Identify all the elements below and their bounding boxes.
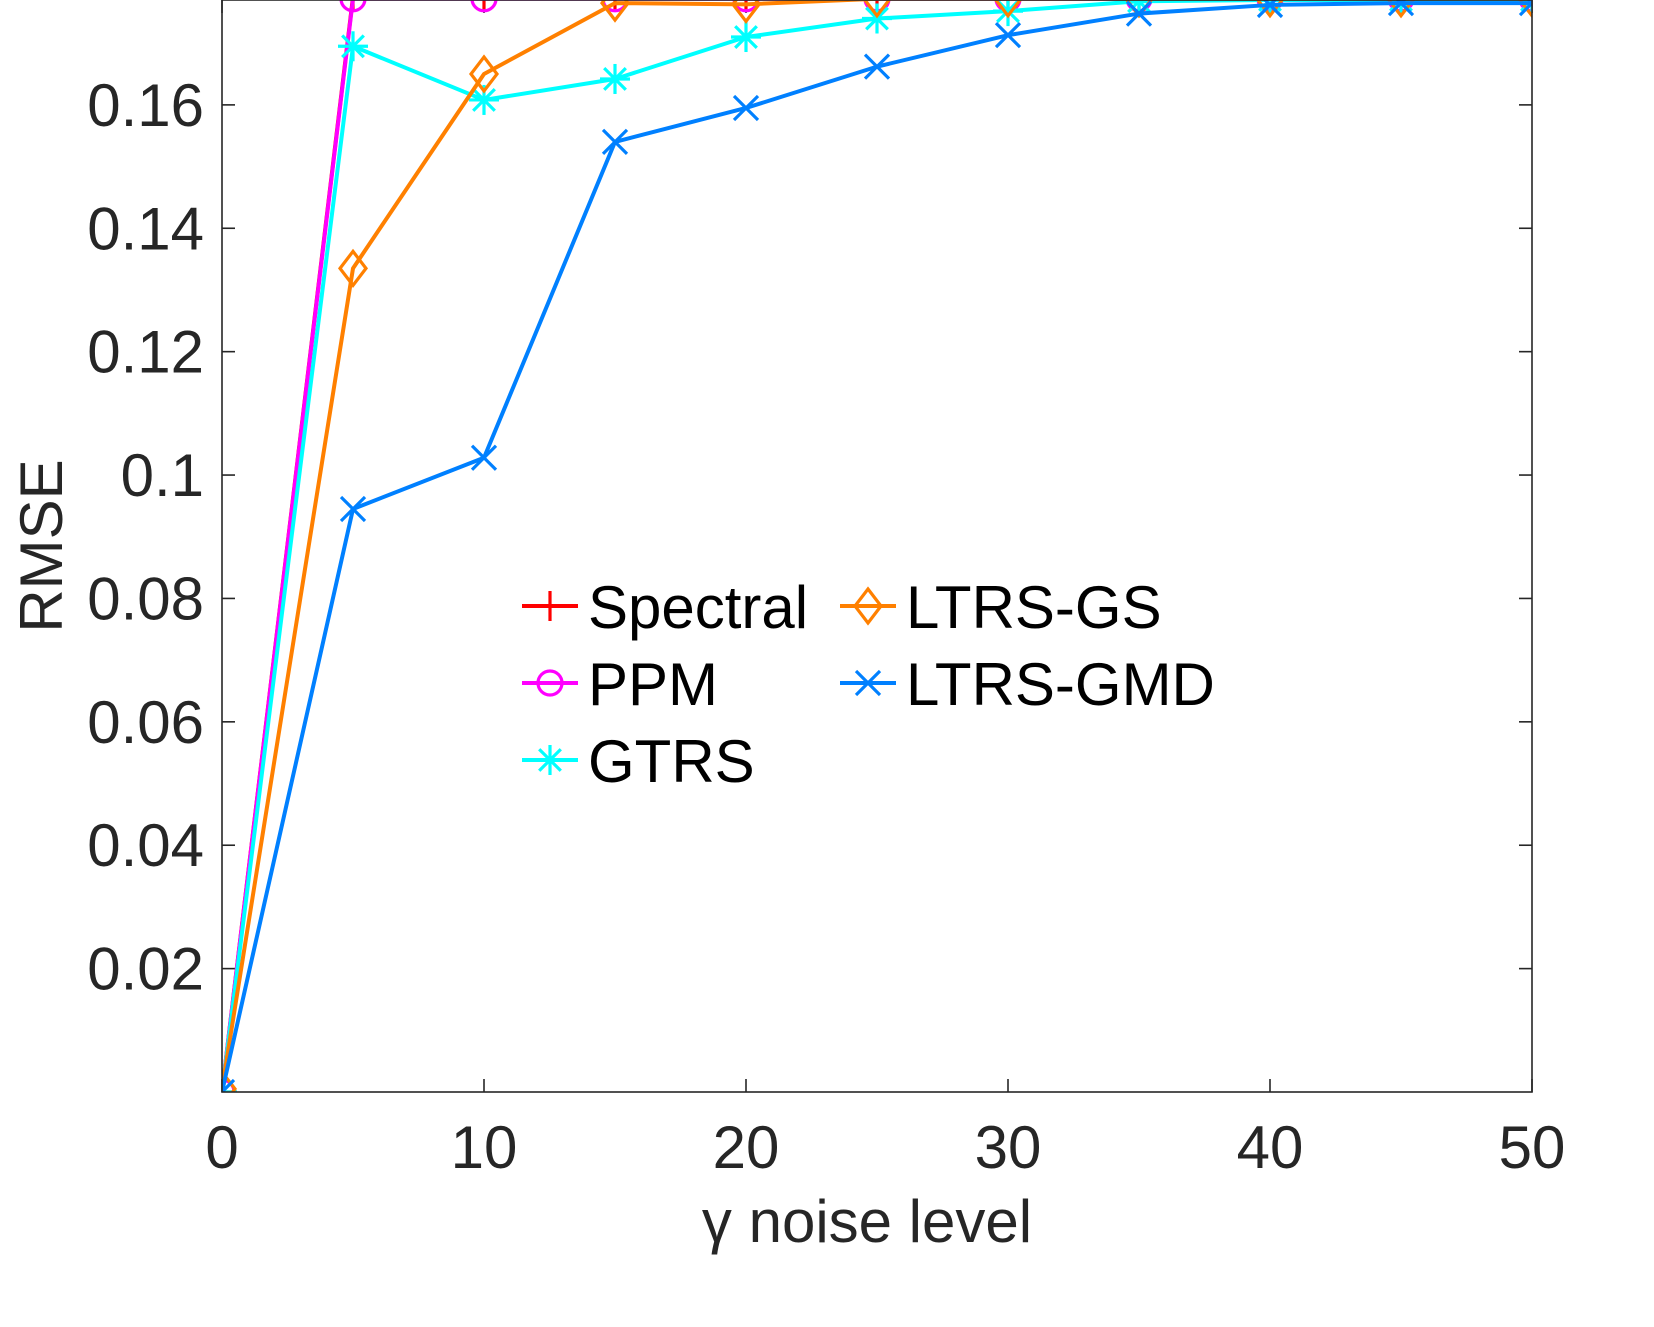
data-point-ltrs-gmd bbox=[1387, 0, 1415, 17]
y-tick-label: 0.14 bbox=[87, 195, 204, 262]
data-point-ltrs-gmd bbox=[863, 53, 891, 80]
legend-swatch-marker bbox=[852, 586, 884, 626]
legend-label: LTRS-GS bbox=[906, 574, 1162, 641]
data-point-gtrs bbox=[600, 63, 630, 94]
data-point-ltrs-gmd bbox=[1256, 0, 1284, 19]
data-point-gtrs bbox=[338, 31, 368, 62]
data-point-spectral bbox=[482, 0, 486, 12]
data-point-ltrs-gmd bbox=[222, 1078, 236, 1092]
legend-entry-ltrs-gmd: LTRS-GMD bbox=[840, 651, 1215, 718]
y-axis-label: RMSE bbox=[8, 459, 75, 632]
legend-entry-spectral: Spectral bbox=[522, 574, 808, 641]
data-point-ltrs-gs bbox=[337, 248, 369, 289]
x-tick-label: 10 bbox=[451, 1114, 518, 1181]
legend-label: Spectral bbox=[588, 574, 808, 641]
x-tick-label: 20 bbox=[713, 1114, 780, 1181]
x-tick-label: 50 bbox=[1499, 1114, 1566, 1181]
x-tick-label: 40 bbox=[1237, 1114, 1304, 1181]
data-point-ltrs-gs bbox=[862, 0, 892, 19]
y-tick-label: 0.16 bbox=[87, 72, 204, 139]
legend-swatch-marker bbox=[854, 669, 882, 697]
x-tick-label: 0 bbox=[205, 1114, 238, 1181]
data-point-gtrs bbox=[731, 22, 761, 53]
data-point-ltrs-gs bbox=[993, 0, 1023, 19]
legend-label: PPM bbox=[588, 651, 718, 718]
data-point-ltrs-gs bbox=[1255, 0, 1285, 19]
data-point-ppm bbox=[339, 0, 367, 13]
x-axis-label: γ noise level bbox=[702, 1188, 1032, 1255]
series-layer bbox=[222, 0, 1532, 1092]
y-tick-label: 0.08 bbox=[87, 565, 204, 632]
series-ltrs-gmd bbox=[222, 0, 1532, 1092]
data-point-ltrs-gmd bbox=[601, 128, 629, 156]
data-point-ltrs-gmd bbox=[1518, 0, 1532, 17]
data-point-gtrs bbox=[862, 3, 892, 34]
series-gtrs bbox=[222, 0, 1532, 1092]
data-point-ltrs-gmd bbox=[470, 444, 498, 471]
legend-swatch-marker bbox=[536, 669, 564, 697]
y-tick-label: 0.02 bbox=[87, 936, 204, 1003]
legend-swatch-marker bbox=[535, 591, 565, 621]
data-point-ppm bbox=[601, 0, 629, 13]
legend-entry-gtrs: GTRS bbox=[522, 728, 755, 795]
data-point-ppm bbox=[732, 0, 760, 13]
tick-labels: 0 10 20 30 40 50 0.02 0.04 0.06 0.08 0.1 0.12 0.14 0.… bbox=[87, 72, 1565, 1181]
y-tick-label: 0.04 bbox=[87, 812, 204, 879]
legend-entry-ppm: PPM bbox=[522, 651, 718, 718]
data-point-ltrs-gs bbox=[599, 0, 631, 23]
legend-entry-ltrs-gs: LTRS-GS bbox=[840, 574, 1162, 641]
y-tick-label: 0.1 bbox=[121, 442, 204, 509]
plot-area bbox=[222, 0, 1532, 1092]
axes-box bbox=[221, 0, 1533, 1093]
data-point-ltrs-gmd bbox=[339, 495, 367, 523]
series-line-ltrs-gs bbox=[222, 0, 1532, 1090]
legend-label: LTRS-GMD bbox=[906, 651, 1215, 718]
x-tick-label: 30 bbox=[975, 1114, 1042, 1181]
y-tick-label: 0.12 bbox=[87, 319, 204, 386]
data-point-ltrs-gs bbox=[468, 54, 500, 94]
data-point-ltrs-gmd bbox=[1125, 0, 1153, 27]
axes-frame bbox=[221, 0, 1533, 1093]
data-point-spectral bbox=[744, 0, 748, 12]
legend-swatch-marker bbox=[535, 745, 565, 775]
legend-label: GTRS bbox=[588, 728, 755, 795]
data-point-ltrs-gmd bbox=[732, 94, 760, 122]
legend: Spectral PPM GTRS LTRS-GS LTRS-GMD bbox=[522, 574, 1215, 795]
y-tick-label: 0.06 bbox=[87, 689, 204, 756]
data-point-ltrs-gmd bbox=[994, 22, 1022, 49]
data-point-spectral bbox=[613, 0, 617, 12]
data-point-ltrs-gs bbox=[1386, 0, 1416, 19]
data-point-ltrs-gs bbox=[730, 0, 762, 24]
data-point-ppm bbox=[470, 0, 498, 13]
